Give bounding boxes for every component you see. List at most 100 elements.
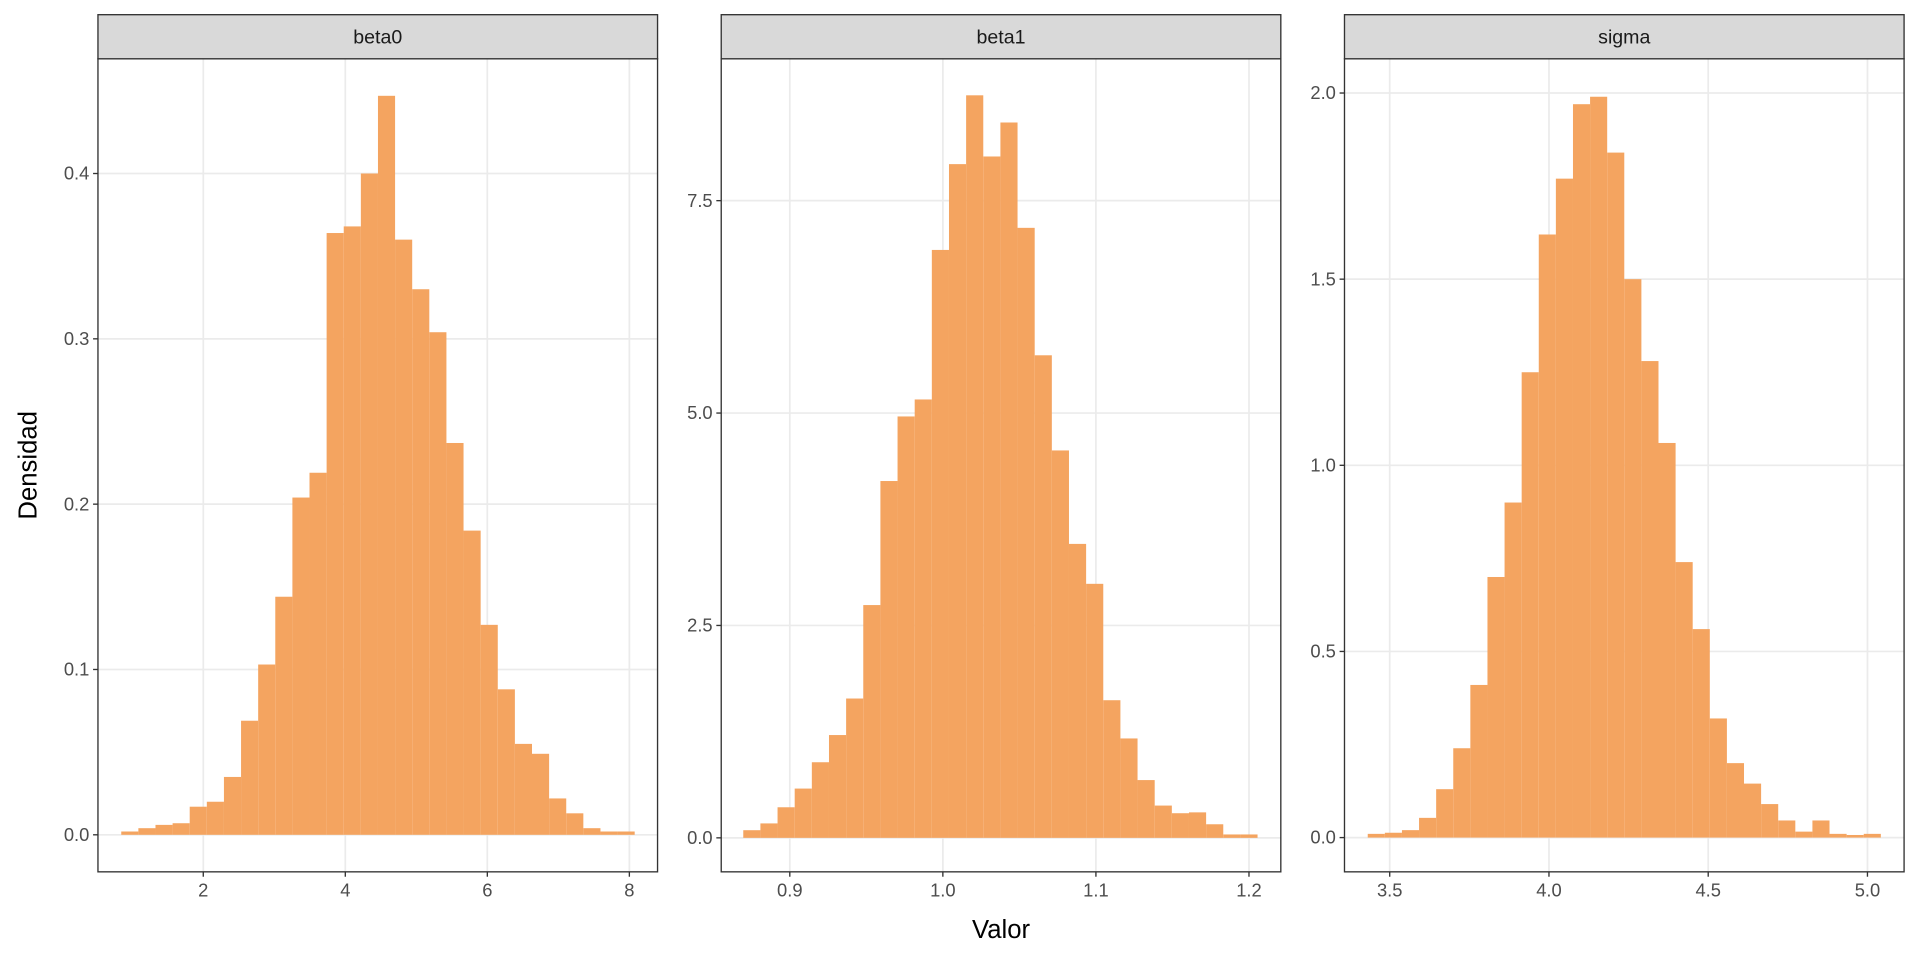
bar xyxy=(1384,832,1402,838)
y-tick-label: 1.0 xyxy=(1310,454,1336,475)
y-tick-label: 1.5 xyxy=(1310,268,1336,289)
bar xyxy=(1137,780,1155,838)
x-tick-label: 4.5 xyxy=(1695,879,1721,900)
bar xyxy=(600,831,618,835)
x-tick-label: 1.2 xyxy=(1236,879,1262,900)
bar xyxy=(395,239,413,835)
bar xyxy=(811,762,829,838)
bar xyxy=(1709,718,1727,838)
bar xyxy=(1829,833,1847,838)
bar xyxy=(463,530,481,835)
bar xyxy=(446,442,464,835)
bar xyxy=(121,831,139,835)
bar xyxy=(326,233,344,835)
bar xyxy=(1017,227,1035,838)
bar xyxy=(1068,543,1087,838)
bar xyxy=(549,798,567,835)
bar xyxy=(412,289,430,835)
bar xyxy=(777,807,795,838)
strip xyxy=(97,14,659,60)
x-tick-label: 3.5 xyxy=(1377,879,1403,900)
x-tick-label: 8 xyxy=(624,879,634,900)
bar xyxy=(743,830,761,838)
bar xyxy=(1188,812,1207,838)
bar xyxy=(566,813,584,835)
bar xyxy=(1206,824,1224,838)
strip-label: beta1 xyxy=(977,26,1026,48)
y-tick-label: 0.4 xyxy=(64,163,90,184)
bar xyxy=(514,743,532,835)
bar xyxy=(1726,763,1745,838)
bar xyxy=(1624,279,1642,838)
bar xyxy=(1795,831,1813,838)
bar xyxy=(1590,96,1608,838)
bar xyxy=(1572,104,1591,838)
x-tick-label: 1.1 xyxy=(1083,879,1109,900)
y-tick-label: 0.5 xyxy=(1310,641,1336,662)
bar xyxy=(241,720,259,835)
bar xyxy=(897,416,915,838)
bar xyxy=(480,624,498,835)
bar xyxy=(1223,834,1241,838)
y-tick-label: 0.1 xyxy=(64,659,90,680)
bar xyxy=(360,173,378,835)
bar xyxy=(1436,789,1454,838)
bar xyxy=(309,472,327,835)
bar xyxy=(617,831,635,835)
bar xyxy=(846,698,864,838)
bar xyxy=(138,828,156,835)
bar xyxy=(429,332,447,835)
bar xyxy=(1555,178,1573,838)
x-tick-label: 1.0 xyxy=(930,879,956,900)
bar xyxy=(583,828,601,835)
bar xyxy=(966,95,984,838)
bar xyxy=(1154,805,1172,838)
strip xyxy=(720,14,1282,60)
bar xyxy=(1419,817,1437,838)
bar xyxy=(1607,152,1625,838)
strip-label: sigma xyxy=(1598,26,1650,48)
bar xyxy=(497,689,515,835)
y-axis-title: Densidad xyxy=(15,411,43,520)
bar xyxy=(1675,562,1693,838)
bar xyxy=(1692,629,1710,838)
x-tick-label: 2 xyxy=(198,879,208,900)
bar xyxy=(760,823,778,838)
bar xyxy=(794,788,812,838)
bar xyxy=(1470,684,1488,838)
bar xyxy=(1538,234,1556,838)
y-tick-label: 0.0 xyxy=(64,824,90,845)
bar xyxy=(292,497,310,835)
bar xyxy=(1504,502,1522,838)
bar xyxy=(258,664,276,835)
bar xyxy=(1863,833,1881,838)
y-tick-label: 0.3 xyxy=(64,328,90,349)
bar xyxy=(914,399,932,838)
bar xyxy=(880,481,898,838)
y-tick-label: 5.0 xyxy=(687,402,713,423)
bar xyxy=(1171,813,1189,838)
x-tick-label: 0.9 xyxy=(777,879,803,900)
bar xyxy=(1120,738,1138,838)
bar xyxy=(343,226,361,835)
bar xyxy=(1658,442,1676,838)
bar xyxy=(172,823,190,835)
x-tick-label: 5.0 xyxy=(1855,879,1881,900)
bar xyxy=(863,605,881,838)
bar xyxy=(828,735,847,838)
bar xyxy=(1744,783,1762,838)
bar xyxy=(1761,804,1779,838)
bar xyxy=(1401,830,1420,838)
bar xyxy=(1000,122,1018,838)
bar xyxy=(1034,355,1052,838)
bar xyxy=(377,95,396,835)
bar xyxy=(1521,372,1539,838)
bar xyxy=(931,249,949,838)
bar xyxy=(1812,820,1830,838)
x-tick-label: 4 xyxy=(340,879,350,900)
y-tick-label: 2.5 xyxy=(687,615,713,636)
bar xyxy=(223,776,242,835)
y-tick-label: 7.5 xyxy=(687,190,713,211)
bar xyxy=(983,156,1001,838)
